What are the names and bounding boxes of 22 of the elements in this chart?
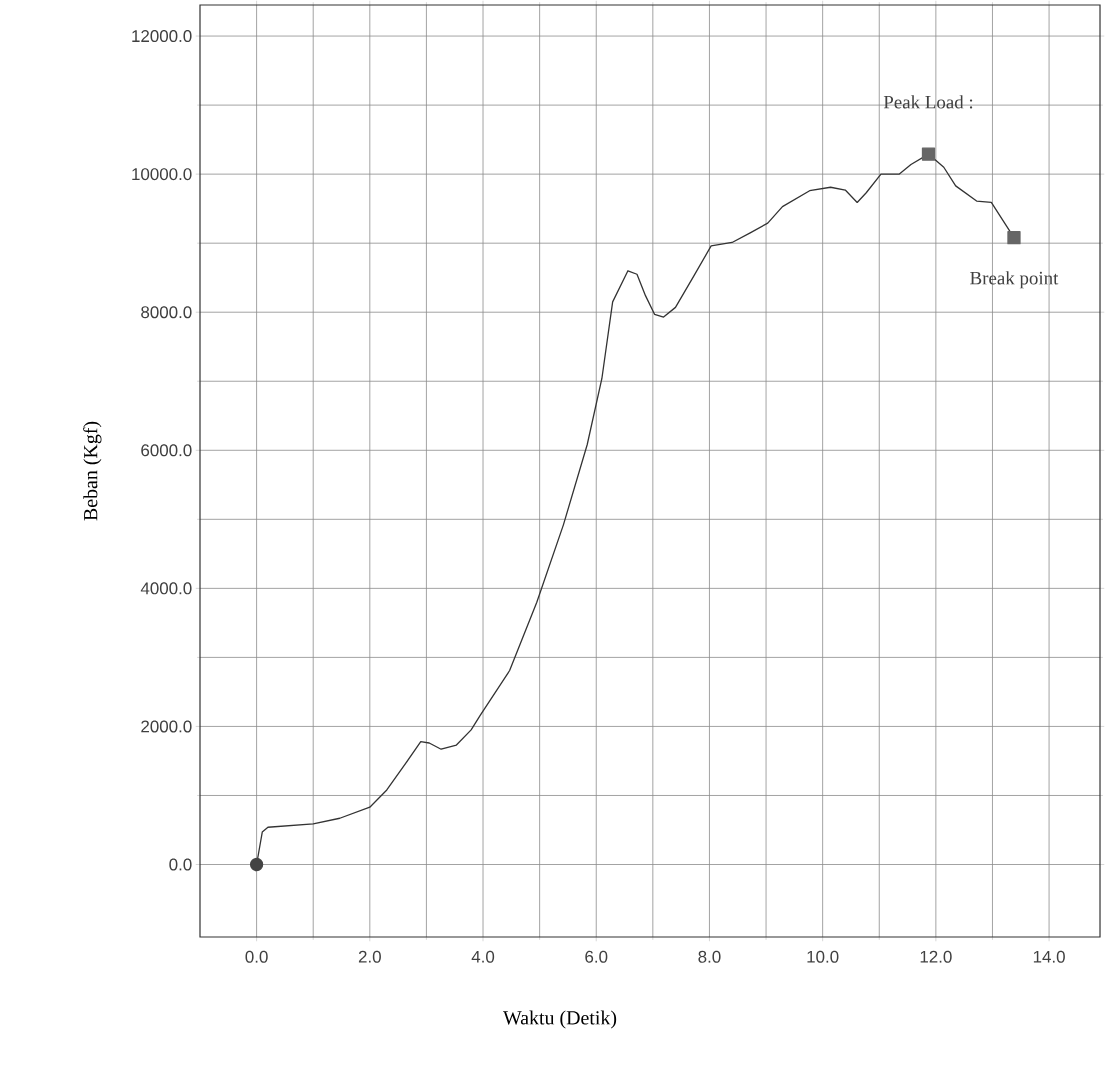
y-axis-title: Beban (Kgf)	[83, 421, 102, 521]
point	[921, 147, 936, 161]
y-tick-label: 2000.0	[141, 720, 192, 733]
x-tick-label: 2.0	[358, 950, 381, 963]
point	[249, 857, 264, 872]
x-tick-label: 0.0	[245, 950, 268, 963]
x-tick-label: 8.0	[698, 950, 721, 963]
point	[1007, 231, 1021, 245]
x-axis-title: Waktu (Detik)	[503, 1010, 617, 1029]
annotation: Break point	[970, 271, 1059, 289]
x-tick-label: 12.0	[920, 950, 952, 963]
annotation: Peak Load :	[883, 95, 973, 109]
y-tick-label: 4000.0	[140, 582, 192, 595]
y-tick-label: 6000.0	[141, 444, 192, 457]
y-tick-label: 12000.0	[132, 30, 192, 43]
y-tick-label: 8000.0	[141, 306, 192, 319]
y-tick-label: 10000.0	[132, 168, 192, 181]
x-tick-label: 4.0	[471, 950, 495, 963]
x-tick-label: 10.0	[807, 950, 839, 963]
x-tick-label: 14.0	[1033, 950, 1065, 963]
x-tick-label: 6.0	[585, 950, 608, 963]
y-tick-label: 0.0	[169, 858, 192, 871]
